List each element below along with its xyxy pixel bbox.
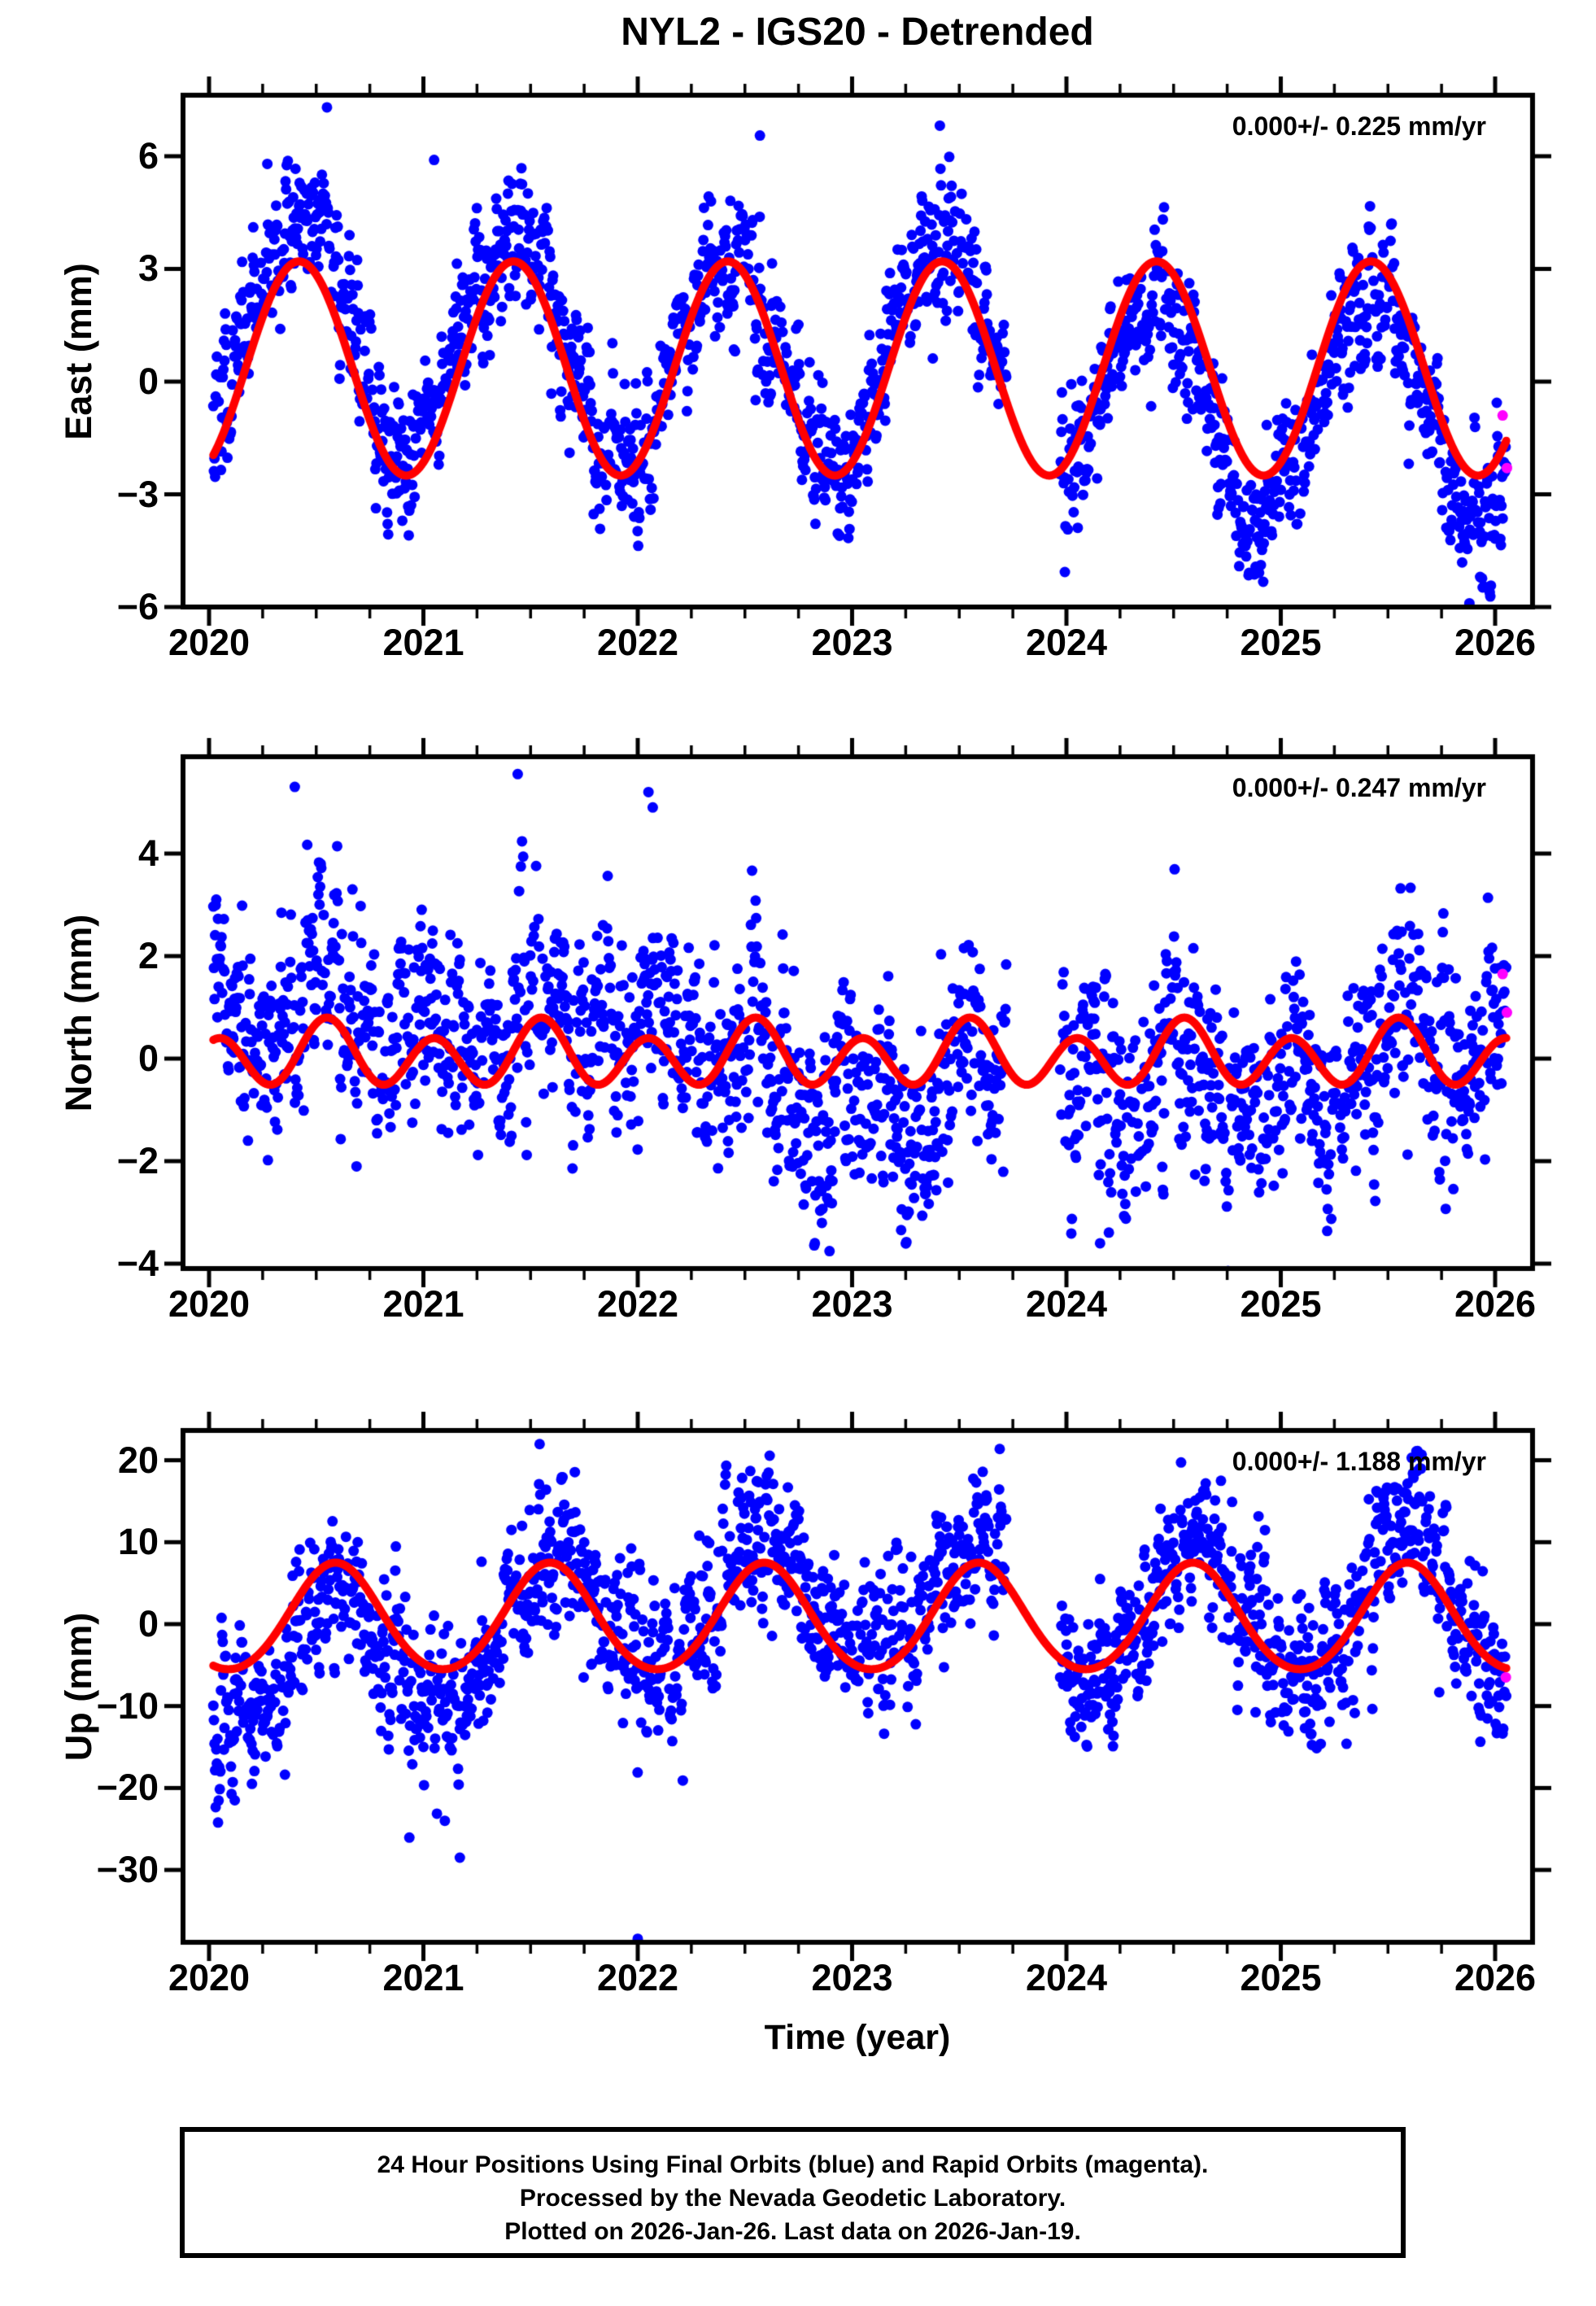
north-xtick-2022: 2022 bbox=[596, 1283, 679, 1325]
up-xtick-2023: 2023 bbox=[811, 1957, 893, 1998]
north-xtick-2026: 2026 bbox=[1454, 1283, 1537, 1325]
north-ytick--2: −2 bbox=[116, 1140, 159, 1181]
east-xtick-2023: 2023 bbox=[811, 622, 893, 663]
east-xtick-2025: 2025 bbox=[1240, 622, 1322, 663]
up-xtick-2026: 2026 bbox=[1454, 1957, 1537, 1998]
up-ytick-0: 0 bbox=[137, 1603, 159, 1644]
time-axis-label: Time (year) bbox=[764, 2018, 951, 2057]
east-xtick-2021: 2021 bbox=[382, 622, 464, 663]
caption-line-orbits: 24 Hour Positions Using Final Orbits (bl… bbox=[377, 2151, 1209, 2178]
north-ytick-0: 0 bbox=[137, 1037, 159, 1079]
north-xtick-2025: 2025 bbox=[1240, 1283, 1322, 1325]
up-ytick--10: −10 bbox=[96, 1684, 159, 1727]
up-rate-annotation: 0.000+/- 1.188 mm/yr bbox=[1232, 1447, 1486, 1476]
east-ytick--6: −6 bbox=[116, 586, 159, 628]
east-rate-annotation: 0.000+/- 0.225 mm/yr bbox=[1232, 111, 1486, 141]
up-ytick--30: −30 bbox=[96, 1849, 159, 1891]
east-ytick--3: −3 bbox=[116, 473, 159, 515]
up-ytick-20: 20 bbox=[117, 1439, 159, 1481]
caption-box: 24 Hour Positions Using Final Orbits (bl… bbox=[180, 2127, 1406, 2258]
north-ytick--4: −4 bbox=[116, 1243, 159, 1284]
north-rate-annotation: 0.000+/- 0.247 mm/yr bbox=[1232, 773, 1486, 802]
north-xtick-2020: 2020 bbox=[168, 1283, 251, 1325]
east-xtick-2024: 2024 bbox=[1025, 622, 1108, 663]
up-xtick-2024: 2024 bbox=[1025, 1957, 1108, 1998]
caption-line-processed: Processed by the Nevada Geodetic Laborat… bbox=[519, 2185, 1066, 2212]
north-ytick-4: 4 bbox=[137, 832, 159, 874]
up-xtick-2020: 2020 bbox=[168, 1957, 251, 1998]
up-xtick-2021: 2021 bbox=[382, 1957, 464, 1998]
east-xtick-2026: 2026 bbox=[1454, 622, 1537, 663]
up-ytick--20: −20 bbox=[96, 1767, 159, 1809]
east-xtick-2022: 2022 bbox=[596, 622, 679, 663]
page-title: NYL2 - IGS20 - Detrended bbox=[621, 11, 1094, 54]
east-ytick-3: 3 bbox=[137, 247, 159, 290]
up-xtick-2022: 2022 bbox=[596, 1957, 679, 1998]
north-xtick-2024: 2024 bbox=[1025, 1283, 1108, 1325]
up-xtick-2025: 2025 bbox=[1240, 1957, 1322, 1998]
east-xtick-2020: 2020 bbox=[168, 622, 251, 663]
east-ytick-6: 6 bbox=[137, 134, 159, 177]
up-ytick-10: 10 bbox=[117, 1521, 159, 1563]
north-xtick-2021: 2021 bbox=[382, 1283, 464, 1325]
north-ytick-2: 2 bbox=[137, 935, 159, 976]
east-ytick-0: 0 bbox=[137, 360, 159, 402]
north-xtick-2023: 2023 bbox=[811, 1283, 893, 1325]
caption-line-plotted: Plotted on 2026-Jan-26. Last data on 202… bbox=[504, 2218, 1081, 2245]
